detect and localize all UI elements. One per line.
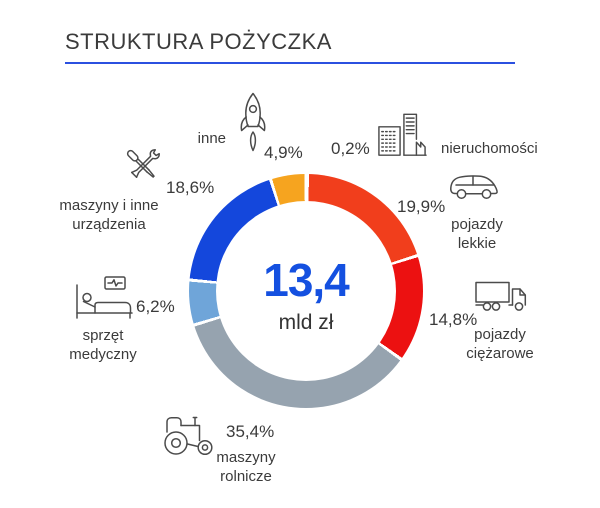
segment-label-maszyny-rolnicze: maszyny rolnicze [216,449,276,485]
center-value: 13,4 [263,254,350,306]
segment-percent-sprzet-medyczny: 6,2% [136,297,175,316]
segment-label-pojazdy-ciezarowe: pojazdy ciężarowe [466,326,534,362]
segment-percent-maszyny-rolnicze: 35,4% [226,422,275,441]
center-unit: mld zł [278,311,334,334]
segment-percent-inne: 4,9% [264,143,303,162]
page-title: STRUKTURA POŻYCZKA [65,29,332,54]
segment-percent-pojazdy-ciezarowe: 14,8% [429,310,478,329]
segment-label-nieruchomosci: nieruchomości [441,140,538,157]
segment-label-maszyny-urzadzenia: maszyny i inne urządzenia [59,197,159,233]
van-icon [448,171,500,201]
donut-chart: 13,4 mld zł [189,174,423,408]
segment-label-sprzet-medyczny: sprzęt medyczny [69,327,137,363]
tractor-icon [162,411,216,457]
tools-icon [121,144,165,188]
donut-center: 13,4 mld zł [216,201,396,381]
segment-percent-maszyny-urzadzenia: 18,6% [166,178,215,197]
segment-percent-pojazdy-lekkie: 19,9% [397,197,446,216]
title-underline [65,62,515,64]
segment-label-inne: inne [197,130,226,147]
truck-icon [474,279,532,313]
segment-percent-nieruchomosci: 0,2% [331,139,370,158]
hospital-bed-icon [74,276,134,320]
rocket-icon [237,92,269,154]
factory-icon [377,111,427,158]
segment-label-pojazdy-lekkie: pojazdy lekkie [451,216,503,252]
